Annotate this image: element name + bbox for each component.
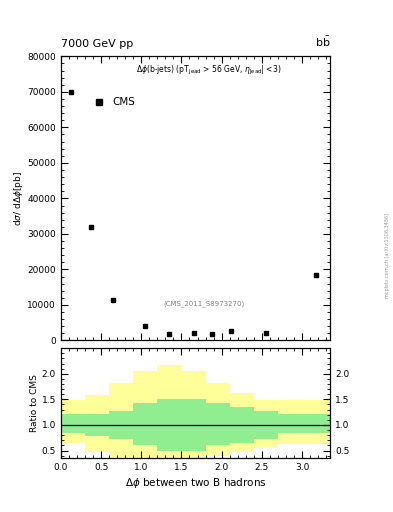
Text: CMS: CMS <box>112 97 135 107</box>
Text: 7000 GeV pp: 7000 GeV pp <box>61 38 133 49</box>
Text: mcplots.cern.ch [arXiv:1306.3436]: mcplots.cern.ch [arXiv:1306.3436] <box>385 214 389 298</box>
Text: $\Delta\phi$(b-jets) (pT$_{\mathregular{Jead}}$ > 56 GeV, $\eta_{\mathregular{Je: $\Delta\phi$(b-jets) (pT$_{\mathregular{… <box>136 63 282 76</box>
Y-axis label: d$\sigma$/ d$\Delta\phi$[pb]: d$\sigma$/ d$\Delta\phi$[pb] <box>11 171 24 226</box>
Y-axis label: Ratio to CMS: Ratio to CMS <box>30 374 39 432</box>
X-axis label: $\Delta\phi$ between two B hadrons: $\Delta\phi$ between two B hadrons <box>125 476 266 490</box>
Text: (CMS_2011_S8973270): (CMS_2011_S8973270) <box>163 300 244 307</box>
Text: b$\bar{\text{b}}$: b$\bar{\text{b}}$ <box>315 34 330 49</box>
